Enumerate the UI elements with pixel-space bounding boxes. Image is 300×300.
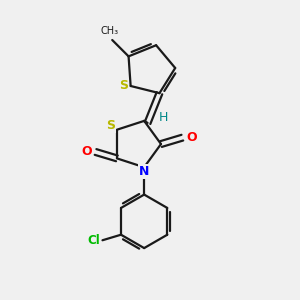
Text: H: H	[159, 111, 169, 124]
Text: S: S	[119, 80, 128, 92]
Text: Cl: Cl	[87, 234, 100, 247]
Text: CH₃: CH₃	[100, 26, 118, 36]
Text: S: S	[106, 119, 116, 132]
Text: O: O	[186, 131, 196, 144]
Text: N: N	[139, 165, 149, 178]
Text: O: O	[81, 146, 92, 158]
